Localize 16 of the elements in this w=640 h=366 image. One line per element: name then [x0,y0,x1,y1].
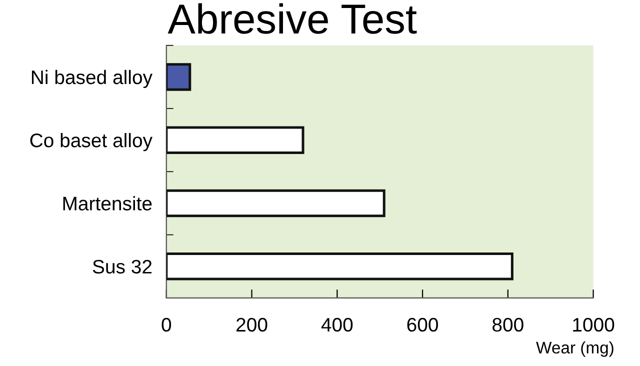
y-tick-label: Ni based alloy [32,70,152,88]
y-tick-label: Co baset alloy [30,133,152,152]
x-tick-label: 600 [407,318,438,332]
x-tick-label: 800 [492,318,524,332]
bar [166,189,386,218]
chart-title: Abresive Test [168,3,417,34]
y-tick-label: Martensite [63,196,152,210]
x-tick-label: 0 [162,318,172,332]
x-axis-title: Wear (mg) [536,341,614,357]
x-tick-label: 400 [321,318,353,332]
bar [166,63,192,91]
y-tick-label: Sus 32 [92,260,152,274]
bar [166,126,304,154]
x-tick-label: 1000 [573,318,614,332]
bar [166,252,514,280]
x-tick-label: 200 [236,318,268,332]
